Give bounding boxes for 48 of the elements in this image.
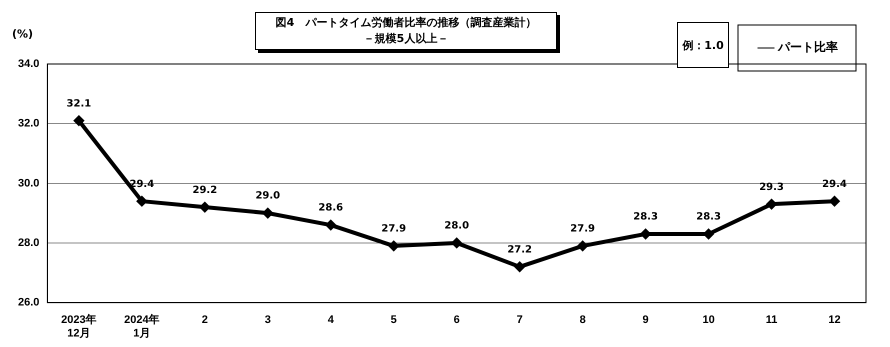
x-tick-label: 11: [766, 314, 778, 326]
y-axis-title: (%): [12, 27, 34, 40]
y-tick-label: 26.0: [18, 296, 40, 309]
point: [829, 196, 840, 207]
point: [136, 196, 148, 207]
data-label: 29.2: [192, 184, 218, 196]
point: [766, 198, 778, 210]
x-tick-label: 2: [202, 314, 208, 326]
point: [73, 115, 84, 126]
data-label: 29.4: [130, 178, 154, 190]
x-tick-label: 2023年 12月: [61, 313, 97, 340]
x-tick-label: 8: [580, 314, 586, 326]
data-label: 28.3: [696, 212, 721, 223]
x-tick-label: 7: [516, 314, 523, 326]
point: [703, 228, 714, 240]
chart-title: 図4 パートタイム労働者比率の推移（調査産業計）: [274, 15, 538, 31]
x-tick-label: 4: [328, 314, 335, 326]
data-label: 28.3: [633, 212, 658, 223]
point: [514, 261, 526, 272]
data-label: 32.1: [66, 98, 92, 110]
point: [388, 240, 400, 252]
data-label: 29.0: [255, 190, 280, 202]
legend-label: パート比率: [777, 40, 838, 54]
note-frame: 例：1.0: [677, 22, 729, 68]
x-tick-label: 2024年 1月: [124, 313, 160, 340]
point: [199, 202, 210, 213]
x-tick-label: 12: [828, 314, 841, 326]
y-tick-label: 34.0: [18, 58, 40, 70]
chart-subtitle: －規模5人以上－: [362, 31, 450, 47]
point: [577, 240, 588, 252]
x-tick-label: 10: [702, 314, 715, 326]
point: [325, 220, 336, 231]
y-tick-label: 28.0: [18, 236, 40, 249]
data-label: 29.3: [759, 182, 784, 193]
data-label: 27.9: [381, 224, 406, 235]
x-tick-label: 3: [264, 314, 271, 326]
point: [262, 208, 274, 219]
data-label: 27.2: [507, 244, 532, 256]
data-label: 28.0: [444, 220, 470, 232]
data-label: 28.6: [318, 202, 344, 214]
y-tick-label: 30.0: [18, 177, 40, 190]
x-tick-label: 6: [454, 314, 460, 326]
point: [451, 237, 462, 248]
x-tick-label: 5: [390, 314, 397, 326]
x-tick-label: 9: [642, 314, 649, 326]
y-tick-label: 32.0: [18, 118, 40, 130]
data-label: 27.9: [570, 224, 596, 235]
data-label: 29.4: [822, 178, 847, 190]
